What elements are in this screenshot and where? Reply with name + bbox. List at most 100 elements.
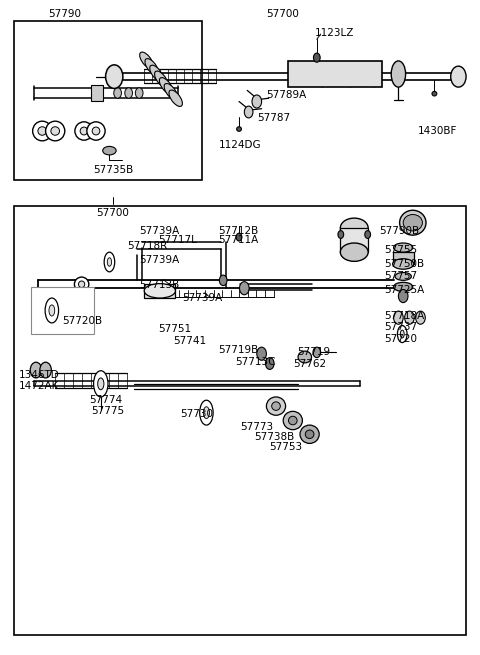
Text: 57713B: 57713B xyxy=(139,280,180,290)
Text: 57787: 57787 xyxy=(257,113,290,123)
Text: 57717L: 57717L xyxy=(158,234,197,245)
Ellipse shape xyxy=(92,127,100,135)
Text: 57718R: 57718R xyxy=(127,240,168,251)
Ellipse shape xyxy=(144,284,176,298)
Text: 57713C: 57713C xyxy=(235,356,276,367)
Circle shape xyxy=(365,231,371,238)
Ellipse shape xyxy=(400,330,404,338)
Ellipse shape xyxy=(108,258,111,266)
Circle shape xyxy=(252,95,262,108)
Circle shape xyxy=(30,362,42,378)
Text: 57730: 57730 xyxy=(180,409,213,419)
Ellipse shape xyxy=(140,52,153,69)
Ellipse shape xyxy=(49,305,55,316)
Ellipse shape xyxy=(272,402,280,410)
Ellipse shape xyxy=(103,146,116,155)
Ellipse shape xyxy=(164,83,178,100)
Ellipse shape xyxy=(394,243,413,252)
Ellipse shape xyxy=(51,126,60,136)
Text: 57719B: 57719B xyxy=(218,345,259,356)
Text: 57775: 57775 xyxy=(91,405,124,416)
Ellipse shape xyxy=(203,407,209,419)
Circle shape xyxy=(106,65,123,88)
Ellipse shape xyxy=(340,218,368,238)
Text: 57751: 57751 xyxy=(158,324,192,334)
Ellipse shape xyxy=(391,61,406,87)
Ellipse shape xyxy=(288,417,297,425)
Bar xyxy=(288,61,382,87)
Circle shape xyxy=(219,275,227,286)
Ellipse shape xyxy=(75,122,93,140)
Circle shape xyxy=(244,106,253,118)
Ellipse shape xyxy=(33,121,52,141)
Bar xyxy=(14,21,202,180)
Circle shape xyxy=(125,88,132,98)
Circle shape xyxy=(40,362,51,378)
Ellipse shape xyxy=(104,252,115,272)
Circle shape xyxy=(240,282,249,295)
Text: 57720B: 57720B xyxy=(62,316,103,326)
Circle shape xyxy=(451,66,466,87)
Text: 57700: 57700 xyxy=(266,9,299,20)
Text: 57739A: 57739A xyxy=(139,255,180,265)
Text: 1124DG: 1124DG xyxy=(218,140,261,151)
Circle shape xyxy=(313,53,320,62)
Ellipse shape xyxy=(80,127,88,135)
Ellipse shape xyxy=(395,272,411,280)
Ellipse shape xyxy=(74,277,89,291)
Text: 57762: 57762 xyxy=(293,358,326,369)
Text: 57737: 57737 xyxy=(384,322,417,333)
Ellipse shape xyxy=(394,282,413,291)
Circle shape xyxy=(114,88,121,98)
Ellipse shape xyxy=(340,243,368,261)
Circle shape xyxy=(236,233,242,241)
Bar xyxy=(31,287,94,334)
Ellipse shape xyxy=(94,371,108,397)
Ellipse shape xyxy=(159,77,173,94)
Circle shape xyxy=(416,311,425,324)
Text: 57735B: 57735B xyxy=(94,165,134,176)
Text: 1430BF: 1430BF xyxy=(418,126,457,136)
Text: 57720: 57720 xyxy=(384,334,417,345)
Ellipse shape xyxy=(403,215,422,231)
Bar xyxy=(144,284,175,298)
Ellipse shape xyxy=(393,259,414,269)
Text: 57757: 57757 xyxy=(384,271,417,282)
Ellipse shape xyxy=(150,65,163,82)
Circle shape xyxy=(313,347,321,358)
Text: 57711A: 57711A xyxy=(218,235,259,246)
Text: 57719: 57719 xyxy=(298,347,331,358)
Ellipse shape xyxy=(87,122,105,140)
Circle shape xyxy=(135,88,143,98)
Ellipse shape xyxy=(155,71,168,88)
Ellipse shape xyxy=(283,411,302,430)
Text: 57700: 57700 xyxy=(96,208,129,218)
Ellipse shape xyxy=(38,126,47,136)
Ellipse shape xyxy=(200,400,213,425)
Ellipse shape xyxy=(79,281,85,288)
Text: 57755: 57755 xyxy=(384,245,417,255)
Text: 57738B: 57738B xyxy=(254,432,295,442)
Text: 57773: 57773 xyxy=(240,422,273,432)
Bar xyxy=(14,206,466,635)
Text: 57739A: 57739A xyxy=(182,293,223,303)
Ellipse shape xyxy=(46,121,65,141)
Ellipse shape xyxy=(145,58,158,75)
Text: 57750B: 57750B xyxy=(384,259,424,269)
Ellipse shape xyxy=(237,126,241,131)
Text: 57725A: 57725A xyxy=(384,284,424,295)
Ellipse shape xyxy=(98,378,104,390)
Text: 57741: 57741 xyxy=(173,335,206,346)
Ellipse shape xyxy=(45,298,59,323)
Ellipse shape xyxy=(432,91,437,96)
Bar xyxy=(340,228,368,252)
Circle shape xyxy=(405,311,414,324)
Ellipse shape xyxy=(305,430,314,439)
Text: 57789A: 57789A xyxy=(266,90,307,100)
Circle shape xyxy=(257,347,266,360)
Bar xyxy=(393,252,414,264)
Text: 57739A: 57739A xyxy=(139,225,180,236)
Text: 1472AK: 1472AK xyxy=(19,381,60,392)
Text: 1346TD: 1346TD xyxy=(19,369,60,380)
Bar xyxy=(91,85,103,101)
